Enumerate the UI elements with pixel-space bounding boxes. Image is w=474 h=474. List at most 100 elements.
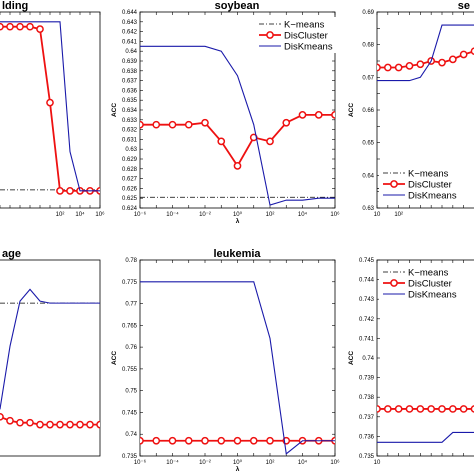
y-tick-label: 0.745	[359, 258, 375, 264]
x-tick-label: 10⁴	[75, 211, 85, 218]
series-discluster-point	[427, 405, 436, 413]
panel-title: se	[458, 0, 470, 12]
series-discluster-point	[36, 25, 44, 33]
series-discluster-point	[249, 436, 258, 445]
legend-label: K−means	[284, 19, 325, 30]
series-diskmeans-line	[0, 288, 100, 410]
x-tick-label: 10⁰	[233, 211, 243, 218]
x-tick-label: 10²	[56, 212, 65, 218]
series-discluster-point	[438, 58, 446, 67]
x-tick-label: 10²	[266, 212, 275, 218]
legend-label: DisKmeans	[408, 289, 457, 300]
series-discluster-point	[470, 47, 474, 56]
legend-marker	[266, 31, 274, 39]
x-tick-label: 10²	[266, 460, 275, 466]
x-tick-label: 10⁻²	[199, 460, 211, 466]
y-tick-label: 0.737	[359, 415, 375, 421]
series-discluster-point	[152, 436, 161, 445]
series-discluster-point	[377, 405, 381, 413]
series-discluster-point	[56, 420, 64, 429]
series-discluster-point	[438, 405, 446, 413]
series-discluster-point	[217, 436, 226, 445]
y-tick-label: 0.637	[122, 79, 138, 85]
x-axis-label: λ	[236, 465, 240, 473]
series-discluster-point	[140, 120, 144, 129]
y-tick-label: 0.735	[359, 454, 375, 460]
x-tick-label: 10⁻⁶	[134, 211, 147, 218]
series-discluster-point	[298, 111, 307, 119]
y-tick-label: 0.626	[122, 186, 138, 192]
y-tick-label: 0.65	[362, 141, 374, 147]
series-discluster-point	[394, 405, 403, 413]
series-discluster-point	[46, 98, 54, 107]
y-tick-label: 0.67	[362, 75, 374, 81]
series-discluster-point	[184, 120, 193, 129]
series-discluster-point	[383, 405, 392, 413]
y-tick-label: 0.63	[362, 206, 374, 212]
panel-building: lding1010²10⁴10⁶	[0, 0, 105, 218]
y-tick-label: 0.77	[125, 302, 137, 308]
series-discluster-point	[26, 22, 34, 31]
y-tick-label: 0.628	[122, 167, 138, 173]
series-diskmeans-line	[140, 45, 335, 206]
plot-area	[377, 24, 474, 189]
y-axis-label: ACC	[111, 103, 118, 117]
x-axis-label: λ	[236, 217, 240, 225]
y-tick-label: 0.735	[122, 454, 138, 460]
y-axis-label: ACC	[348, 351, 355, 365]
y-tick-label: 0.741	[359, 336, 375, 342]
y-tick-label: 0.78	[125, 258, 137, 264]
series-discluster-point	[184, 436, 193, 445]
x-tick-label: 10⁶	[330, 211, 340, 218]
series-discluster-point	[76, 420, 84, 429]
series-discluster-point	[331, 111, 335, 119]
series-discluster-point	[233, 436, 242, 445]
series-diskmeans-line	[377, 24, 474, 82]
legend-marker	[390, 180, 398, 188]
panel-soybean: soybean 0.624 0.625 0.626 0.627 0.628 0.629 0.6…	[111, 0, 351, 225]
series-discluster-point	[201, 436, 209, 445]
axes-frame	[139, 259, 336, 457]
series-discluster-point	[394, 63, 403, 72]
series-discluster-point	[16, 22, 24, 31]
y-tick-label: 0.64	[125, 49, 137, 55]
y-tick-label: 0.629	[122, 157, 138, 163]
legend-marker	[390, 279, 398, 287]
series-discluster-point	[405, 62, 414, 70]
y-tick-label: 0.639	[122, 59, 138, 65]
y-tick-label: 0.633	[122, 118, 138, 124]
x-tick-label: 10⁻⁶	[134, 459, 147, 466]
series-discluster-point	[86, 420, 94, 429]
series-discluster-point	[314, 111, 323, 119]
x-tick-label: 10⁴	[298, 211, 308, 218]
y-tick-label: 0.644	[122, 10, 138, 16]
plot-area	[377, 405, 474, 443]
y-tick-label: 0.738	[359, 395, 375, 401]
series-discluster-point	[470, 405, 474, 413]
series-diskmeans-line	[0, 21, 100, 192]
series-discluster-point	[282, 118, 291, 127]
legend-label: K−means	[408, 267, 449, 278]
y-tick-label: 0.69	[362, 10, 374, 16]
series-discluster-point	[459, 50, 468, 59]
y-tick-label: 0.744	[359, 278, 375, 284]
series-discluster-point	[0, 412, 4, 421]
series-discluster-point	[217, 137, 226, 146]
y-tick-label: 0.636	[122, 88, 138, 94]
series-diskmeans-line	[377, 431, 474, 443]
y-tick-label: 0.742	[359, 317, 375, 323]
y-tick-label: 0.775	[122, 280, 138, 286]
legend-label: DisKmeans	[408, 190, 457, 201]
series-discluster-point	[26, 418, 34, 427]
y-tick-label: 0.64	[362, 173, 374, 179]
series-discluster-point	[36, 420, 44, 429]
y-tick-label: 0.631	[122, 137, 138, 143]
series-diskmeans-line	[140, 281, 335, 455]
x-tick-label: 10⁻⁴	[166, 211, 179, 218]
plot-area	[0, 21, 100, 195]
